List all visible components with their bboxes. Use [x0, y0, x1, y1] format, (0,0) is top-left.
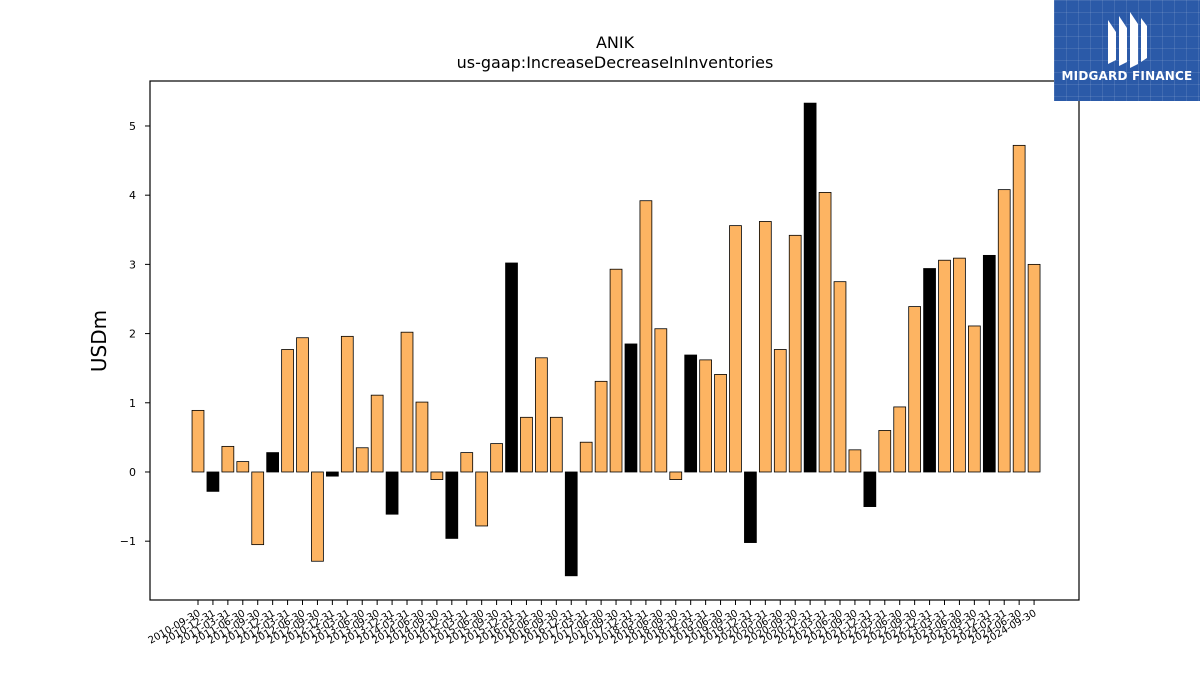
bar-2016-09-30: [549, 416, 563, 473]
plot-frame: [149, 80, 1080, 601]
bar-2021-09-30: [848, 449, 862, 473]
y-ticks-group: −1 0 1 2 3 4 5: [120, 120, 150, 548]
bar-2013-03-31: [340, 335, 354, 473]
bar-2019-03-31: [699, 359, 712, 473]
bar-2020-03-31: [758, 221, 772, 473]
bar-2019-06-30: [714, 374, 727, 473]
y-tick-label: 0: [129, 466, 136, 479]
bar-2022-03-31: [878, 430, 892, 473]
bar-2024-06-30: [1012, 144, 1026, 473]
bar-2021-06-30: [833, 281, 847, 473]
bar-2011-12-31: [266, 452, 280, 473]
bar-2015-06-30: [475, 471, 489, 527]
bar-2024-03-31: [997, 189, 1011, 473]
bar-2014-12-31: [445, 471, 459, 539]
bar-2013-09-30: [370, 394, 384, 473]
bar-2018-09-30: [669, 471, 683, 480]
midgard-logo-icon: [1108, 12, 1147, 68]
bar-2020-12-31: [803, 102, 817, 473]
y-axis-label: USDm: [87, 310, 111, 372]
bar-2023-09-30: [968, 325, 981, 473]
bar-2015-03-31: [460, 452, 474, 473]
bar-2022-09-30: [908, 306, 921, 473]
bar-2017-03-31: [579, 441, 593, 473]
y-tick-label: 1: [129, 397, 136, 410]
bar-2020-09-30: [788, 234, 802, 473]
bar-2015-12-31: [505, 262, 518, 473]
chart-subtitle: us-gaap:IncreaseDecreaseInInventories: [457, 53, 774, 72]
bar-2010-09-30: [191, 409, 205, 473]
bar-2023-06-30: [953, 257, 966, 473]
bar-2021-12-31: [863, 471, 877, 507]
bar-2011-09-30: [251, 471, 265, 546]
bar-2017-06-30: [594, 380, 608, 473]
chart-title: ANIK: [596, 33, 635, 52]
y-tick-label: 3: [129, 258, 136, 271]
bar-2015-09-30: [490, 443, 503, 473]
y-tick-label: 4: [129, 189, 136, 202]
bar-2020-06-30: [773, 349, 787, 473]
bar-2016-06-30: [535, 357, 548, 473]
bar-2021-03-31: [818, 192, 832, 473]
bar-2011-03-31: [221, 445, 235, 473]
bar-2024-09-30: [1027, 263, 1041, 473]
x-ticks-group: 2010-09-302010-12-312011-03-312011-06-30…: [147, 600, 1039, 647]
bar-2022-12-31: [923, 268, 936, 473]
y-tick-label: 2: [129, 328, 136, 341]
bar-2013-06-30: [355, 447, 369, 473]
bar-2017-12-31: [624, 343, 638, 473]
bar-2023-03-31: [938, 259, 951, 473]
bar-2011-06-30: [236, 461, 250, 473]
bar-2018-06-30: [654, 328, 668, 473]
bar-2017-09-30: [609, 268, 623, 473]
bar-2013-12-31: [385, 471, 399, 515]
bar-2012-06-30: [296, 337, 309, 473]
bar-2018-03-31: [639, 200, 653, 473]
bar-2014-06-30: [415, 401, 429, 473]
bar-2014-09-30: [430, 471, 444, 480]
bar-2012-09-30: [311, 471, 324, 562]
bar-2012-03-31: [281, 349, 294, 473]
bar-2012-12-31: [326, 471, 339, 477]
bar-2019-12-31: [744, 471, 757, 543]
bar-2018-12-31: [684, 354, 698, 473]
bar-2023-12-31: [982, 254, 996, 473]
y-tick-label: 5: [129, 120, 136, 133]
bar-2022-06-30: [893, 406, 907, 473]
logo-text: MIDGARD FINANCE: [1061, 69, 1193, 83]
y-tick-label: −1: [120, 535, 136, 548]
bars-group: [191, 102, 1041, 577]
bar-2010-12-31: [206, 471, 220, 492]
bar-2016-12-31: [564, 471, 578, 577]
bar-2016-03-31: [520, 416, 533, 473]
bar-2014-03-31: [400, 331, 414, 473]
bar-2019-09-30: [729, 225, 742, 473]
midgard-logo: MIDGARD FINANCE: [1054, 0, 1200, 101]
